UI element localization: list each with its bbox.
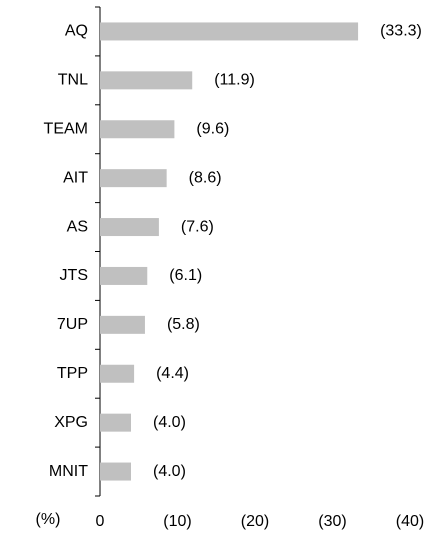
bar — [100, 364, 135, 383]
x-tick-label: (30) — [318, 513, 346, 530]
y-tick-label: JTS — [60, 267, 88, 284]
y-tick-label: AS — [67, 218, 88, 235]
data-label: (11.9) — [214, 72, 255, 89]
bar — [100, 315, 145, 334]
x-tick-label: 0 — [96, 513, 105, 530]
data-label: (4.0) — [153, 463, 186, 480]
bar — [100, 71, 193, 90]
bar — [100, 120, 175, 139]
y-tick-label: TEAM — [44, 120, 88, 137]
bar — [100, 413, 131, 432]
y-tick-label: MNIT — [49, 463, 88, 480]
bar — [100, 218, 159, 237]
y-tick-label: TPP — [57, 365, 88, 382]
y-tick-label: AIT — [63, 169, 88, 186]
data-label: (8.6) — [189, 169, 222, 186]
data-label: (4.4) — [156, 365, 189, 382]
bar — [100, 169, 167, 188]
y-tick-label: XPG — [54, 414, 88, 431]
x-tick-label: (10) — [163, 513, 191, 530]
data-label: (9.6) — [196, 120, 229, 137]
data-label: (5.8) — [167, 316, 200, 333]
bar — [100, 266, 148, 285]
x-tick-label: (20) — [241, 513, 269, 530]
bar — [100, 462, 131, 481]
y-tick-label: AQ — [65, 23, 88, 40]
data-label: (7.6) — [181, 218, 214, 235]
data-label: (6.1) — [169, 267, 202, 284]
bar — [100, 22, 359, 41]
x-axis-label: (%) — [36, 511, 61, 528]
x-tick-label: (40) — [396, 513, 424, 530]
data-label: (33.3) — [380, 23, 422, 40]
y-tick-label: 7UP — [57, 316, 88, 333]
data-label: (4.0) — [153, 414, 186, 431]
y-tick-label: TNL — [58, 72, 88, 89]
